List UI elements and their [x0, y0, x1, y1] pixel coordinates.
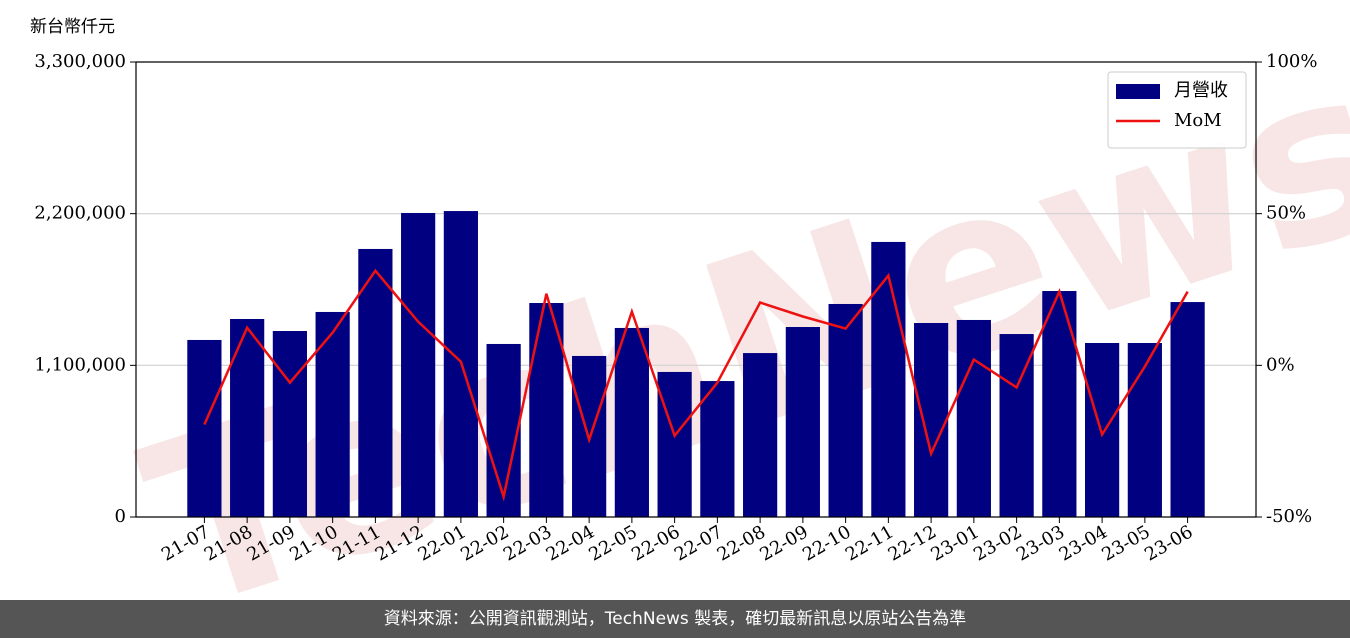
bar: [1085, 342, 1120, 517]
x-tick-label: 22-10: [799, 521, 854, 565]
bar: [315, 311, 350, 517]
bar: [785, 327, 820, 517]
bar: [614, 327, 649, 517]
legend-swatch: [1116, 84, 1160, 99]
x-tick-label: 22-07: [671, 521, 726, 565]
bar: [187, 339, 222, 517]
bar: [230, 319, 265, 517]
bar: [700, 381, 735, 517]
bar: [956, 319, 991, 517]
bar: [1170, 302, 1205, 517]
y-axis-label: 新台幣仟元: [30, 17, 115, 37]
x-tick-label: 23-05: [1098, 521, 1153, 565]
bar: [914, 323, 949, 517]
x-tick-label: 23-01: [927, 521, 982, 565]
bar: [401, 212, 436, 517]
y-tick-label: 0: [115, 506, 126, 527]
chart: TechNews 新台幣仟元 01,100,0002,200,0003,300,…: [30, 13, 1350, 600]
y2-tick-label: 100%: [1266, 51, 1317, 72]
plot-frame: [135, 61, 1257, 518]
x-tick-label: 22-08: [714, 521, 769, 565]
x-tick-label: 23-06: [1141, 521, 1196, 565]
bar: [871, 241, 906, 517]
y-tick-label: 1,100,000: [34, 354, 126, 375]
y2-tick-label: -50%: [1266, 506, 1312, 527]
x-tick-label: 23-04: [1056, 521, 1111, 565]
legend-label: 月營收: [1174, 80, 1228, 101]
x-tick-label: 22-12: [885, 521, 940, 565]
y2-tick-label: 50%: [1266, 203, 1306, 224]
legend-label: MoM: [1174, 110, 1222, 131]
bar: [1042, 291, 1077, 517]
x-tick-label: 22-11: [842, 521, 897, 565]
x-tick-label: 22-09: [756, 521, 811, 565]
bar: [1127, 342, 1162, 517]
bar: [828, 303, 863, 517]
bar: [743, 353, 778, 517]
line: [203, 268, 1189, 502]
bar: [529, 303, 564, 517]
bar: [272, 331, 307, 517]
y-tick-label: 2,200,000: [34, 203, 126, 224]
x-tick-label: 22-06: [628, 521, 683, 565]
bar: [358, 248, 393, 518]
bar: [486, 343, 521, 517]
footer: 資料來源：公開資訊觀測站，TechNews 製表，確切最新訊息以原站公告為準: [0, 600, 1350, 638]
y-tick-label: 3,300,000: [34, 51, 126, 72]
y2-tick-label: 0%: [1266, 354, 1295, 375]
x-tick-label: 23-02: [970, 521, 1025, 565]
bar: [657, 371, 692, 517]
x-tick-label: 23-03: [1013, 521, 1068, 565]
